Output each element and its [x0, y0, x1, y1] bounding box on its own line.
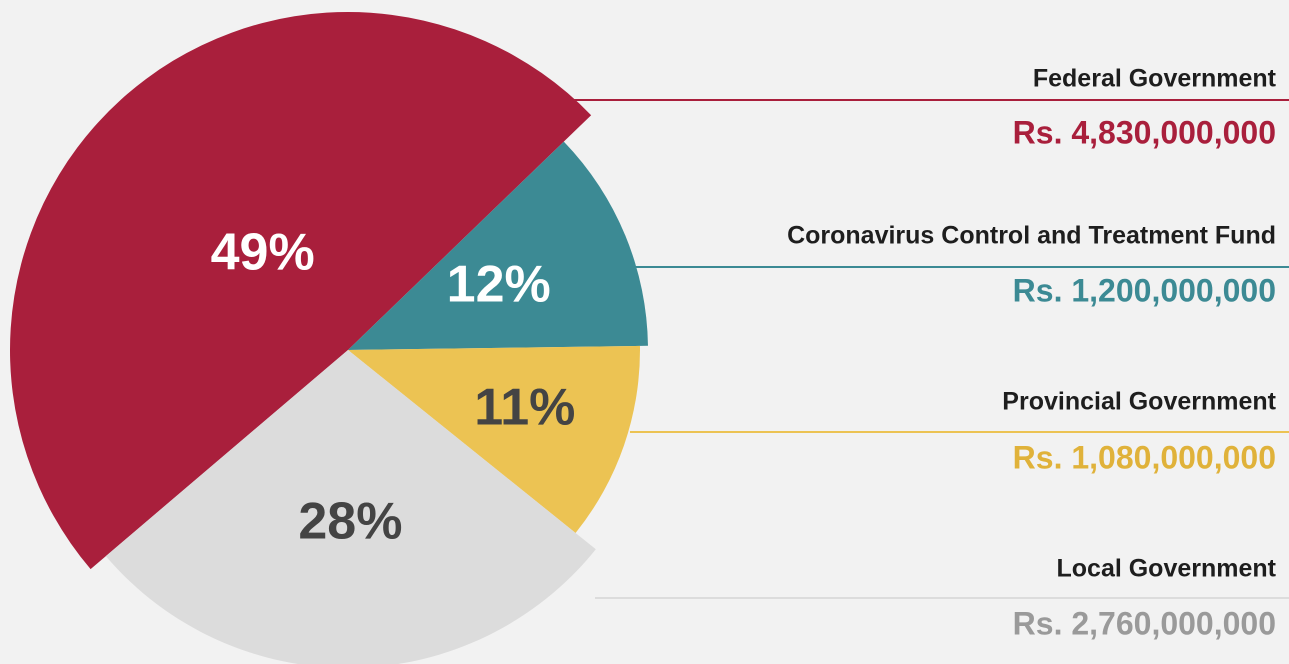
percent-label: 28%	[298, 493, 402, 551]
category-name: Local Government	[1057, 555, 1277, 583]
pie-slice	[348, 141, 648, 350]
category-name: Provincial Government	[1002, 388, 1276, 416]
amount-label: Rs. 4,830,000,000	[1013, 114, 1276, 150]
amount-label: Rs. 1,080,000,000	[1013, 439, 1276, 475]
percent-label: 49%	[211, 224, 315, 282]
amount-label: Rs. 2,760,000,000	[1013, 605, 1276, 641]
amount-label: Rs. 1,200,000,000	[1013, 272, 1276, 308]
pie-slice	[348, 345, 640, 533]
percent-label: 12%	[447, 256, 551, 314]
category-name: Federal Government	[1033, 65, 1277, 93]
pie-slice	[10, 12, 592, 570]
percent-label: 11%	[474, 379, 575, 437]
pie-slice	[105, 350, 596, 664]
category-name: Coronavirus Control and Treatment Fund	[787, 222, 1276, 250]
